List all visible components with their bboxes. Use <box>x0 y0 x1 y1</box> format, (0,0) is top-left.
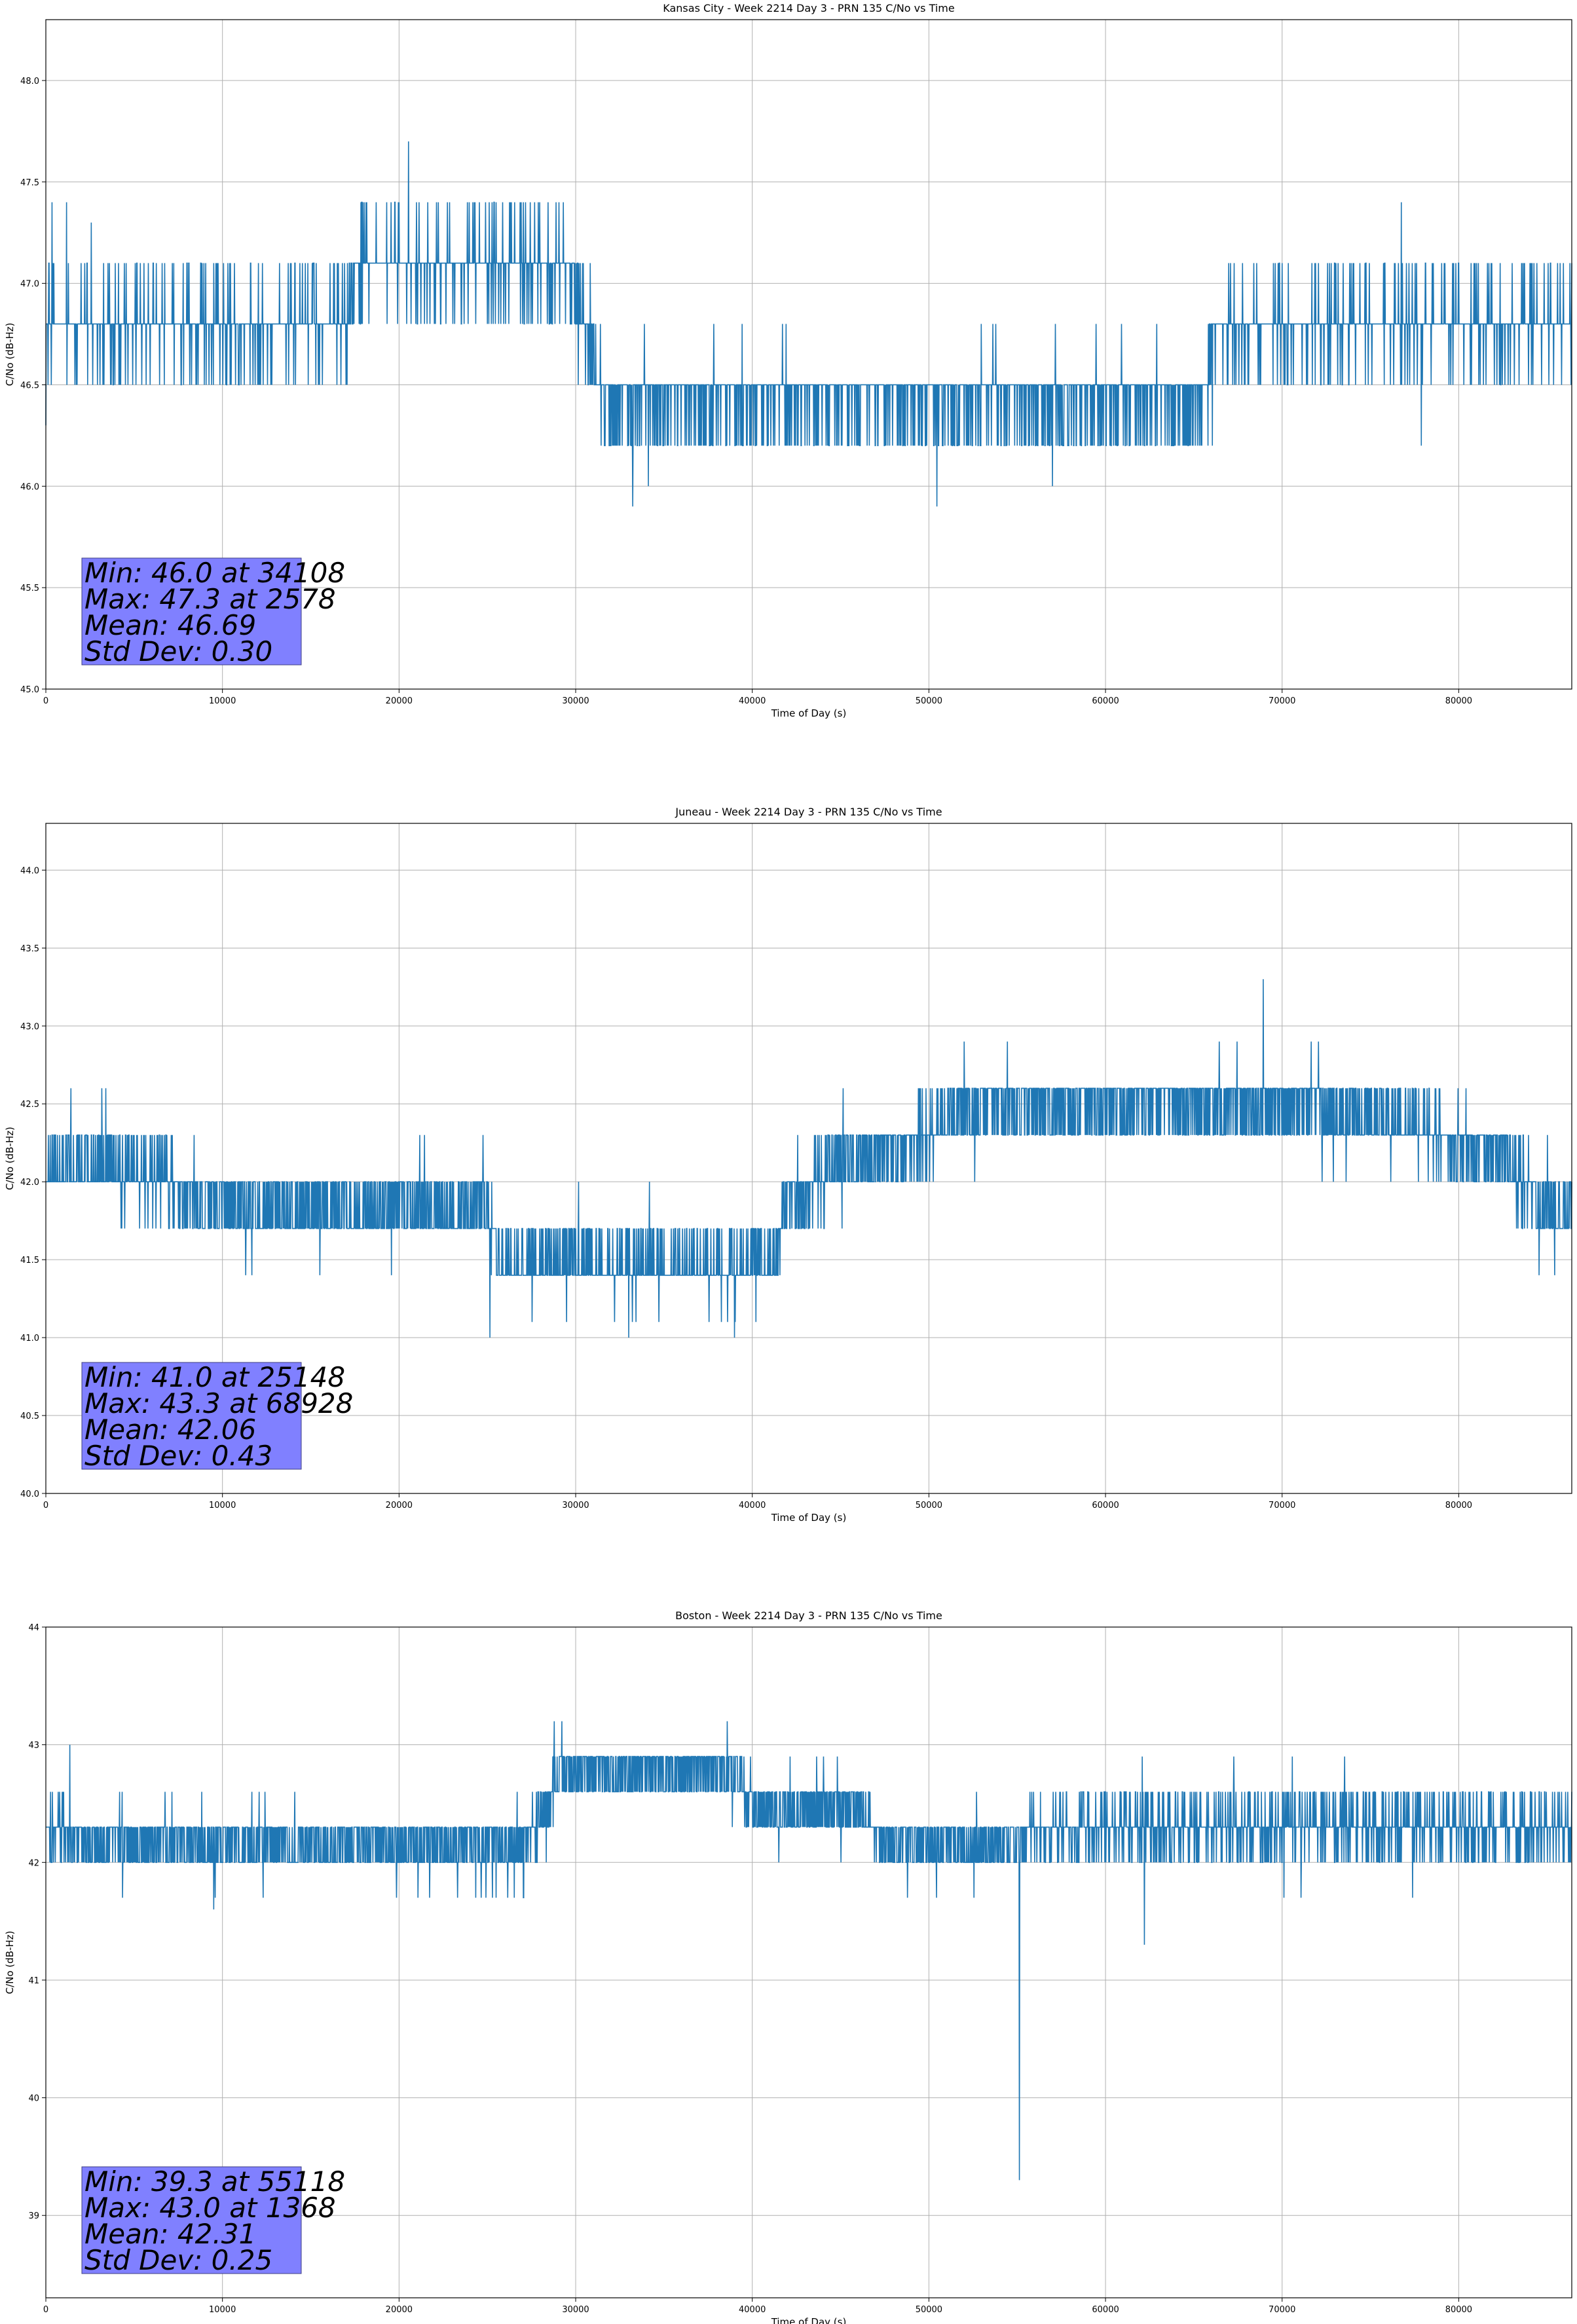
chart-panel: 0 10000 20000 30000 40000 50000 60000 70000 8000… <box>4 2 1572 719</box>
axes-frame <box>45 19 1572 690</box>
y-tick-label: 43.0 <box>20 1022 39 1032</box>
stats-line: Mean: 46.69 <box>84 609 256 641</box>
x-tick-label: 50000 <box>916 1501 942 1510</box>
series-line <box>45 141 1572 507</box>
x-tick-label: 20000 <box>386 2305 413 2315</box>
y-tick-label: 40.5 <box>20 1412 39 1421</box>
x-tick-label: 70000 <box>1269 696 1295 706</box>
stats-box <box>81 2166 302 2274</box>
stats-line: Min: 39.3 at 55118 <box>84 2165 345 2198</box>
y-tick-label: 42 <box>28 1858 39 1868</box>
stats-box <box>81 1362 302 1470</box>
axes-frame <box>45 1626 1572 2298</box>
y-tick-label: 40 <box>28 2094 39 2104</box>
x-tick-label: 50000 <box>916 696 942 706</box>
x-tick-label: 70000 <box>1269 2305 1295 2315</box>
x-tick-label: 30000 <box>562 1501 589 1510</box>
series-line <box>46 1721 1572 2181</box>
y-tick-label: 48.0 <box>20 77 39 86</box>
x-tick-label: 0 <box>43 696 48 706</box>
chart-title: Juneau - Week 2214 Day 3 - PRN 135 C/No … <box>675 806 942 818</box>
y-tick-label: 43.5 <box>20 944 39 954</box>
y-tick-label: 42.5 <box>20 1100 39 1110</box>
chart-panel: 0 10000 20000 30000 40000 50000 60000 70000 8000… <box>4 1609 1572 2324</box>
y-tick-label: 44 <box>28 1623 39 1633</box>
y-tick-label: 46.5 <box>20 381 39 390</box>
x-tick-label: 0 <box>43 2305 48 2315</box>
x-tick-label: 40000 <box>739 696 766 706</box>
x-tick-label: 30000 <box>562 2305 589 2315</box>
x-tick-label: 40000 <box>739 2305 766 2315</box>
x-axis-label: Time of Day (s) <box>771 2316 847 2324</box>
y-axis-label: C/No (dB-Hz) <box>4 323 16 386</box>
stats-line: Std Dev: 0.30 <box>84 635 272 667</box>
x-tick-label: 30000 <box>562 696 589 706</box>
stats-line: Mean: 42.06 <box>84 1414 256 1446</box>
x-tick-label: 80000 <box>1445 1501 1472 1510</box>
x-tick-label: 10000 <box>209 696 236 706</box>
y-axis-label: C/No (dB-Hz) <box>4 1127 16 1190</box>
x-tick-label: 60000 <box>1092 1501 1119 1510</box>
stats-box <box>81 557 302 665</box>
stats-line: Min: 46.0 at 34108 <box>84 557 345 589</box>
y-tick-label: 47.0 <box>20 280 39 290</box>
y-tick-label: 44.0 <box>20 866 39 876</box>
stats-line: Max: 47.3 at 2578 <box>84 583 336 615</box>
y-tick-label: 45.5 <box>20 584 39 593</box>
y-tick-label: 47.5 <box>20 178 39 188</box>
x-axis-label: Time of Day (s) <box>771 1512 847 1524</box>
stats-line: Max: 43.0 at 1368 <box>84 2192 336 2224</box>
y-tick-label: 41.5 <box>20 1256 39 1265</box>
stats-line: Std Dev: 0.43 <box>84 1440 272 1472</box>
x-tick-label: 50000 <box>916 2305 942 2315</box>
stats-line: Max: 43.3 at 68928 <box>84 1387 353 1419</box>
series-line <box>46 979 1572 1338</box>
y-tick-label: 42.0 <box>20 1178 39 1188</box>
x-tick-label: 80000 <box>1445 696 1472 706</box>
y-tick-label: 39 <box>28 2211 39 2221</box>
stats-line: Mean: 42.31 <box>84 2218 256 2250</box>
chart-title: Kansas City - Week 2214 Day 3 - PRN 135 … <box>663 2 954 14</box>
x-tick-label: 60000 <box>1092 696 1119 706</box>
chart-title: Boston - Week 2214 Day 3 - PRN 135 C/No … <box>675 1609 942 1622</box>
stats-line: Std Dev: 0.25 <box>84 2244 272 2276</box>
y-tick-label: 41.0 <box>20 1334 39 1343</box>
y-tick-label: 41 <box>28 1976 39 1986</box>
x-tick-label: 20000 <box>386 696 413 706</box>
x-tick-label: 0 <box>43 1501 48 1510</box>
y-tick-label: 43 <box>28 1741 39 1751</box>
x-tick-label: 60000 <box>1092 2305 1119 2315</box>
y-tick-label: 40.0 <box>20 1490 39 1499</box>
x-tick-label: 10000 <box>209 1501 236 1510</box>
chart-panel: 0 10000 20000 30000 40000 50000 60000 70000 8000… <box>4 806 1572 1524</box>
stats-line: Min: 41.0 at 25148 <box>84 1361 345 1393</box>
x-tick-label: 10000 <box>209 2305 236 2315</box>
x-tick-label: 40000 <box>739 1501 766 1510</box>
y-axis-label: C/No (dB-Hz) <box>4 1931 16 1995</box>
x-axis-label: Time of Day (s) <box>771 707 847 719</box>
x-tick-label: 80000 <box>1445 2305 1472 2315</box>
x-tick-label: 20000 <box>386 1501 413 1510</box>
axes-frame <box>45 823 1572 1494</box>
y-tick-label: 46.0 <box>20 482 39 492</box>
x-tick-label: 70000 <box>1269 1501 1295 1510</box>
y-tick-label: 45.0 <box>20 685 39 695</box>
